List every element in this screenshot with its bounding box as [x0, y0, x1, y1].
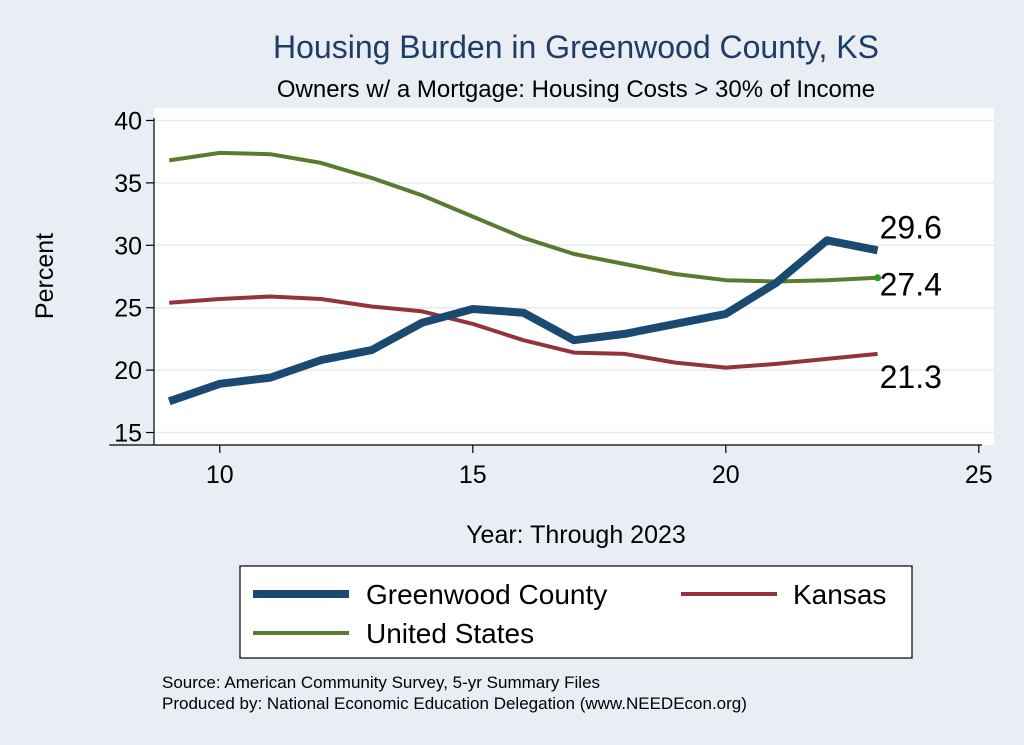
y-tick-label: 15	[114, 420, 142, 448]
legend-label-united-states: United States	[366, 618, 534, 649]
x-tick-label: 25	[965, 461, 993, 489]
producer-note: Produced by: National Economic Education…	[162, 694, 747, 713]
end-label-kansas: 21.3	[880, 359, 942, 395]
x-axis-title: Year: Through 2023	[466, 521, 686, 549]
end-label-united-states: 27.4	[880, 267, 942, 303]
series-line-united-states	[168, 150, 878, 284]
y-tick-label: 25	[114, 295, 142, 323]
x-tick-label: 20	[712, 461, 740, 489]
x-tick-label: 15	[459, 461, 487, 489]
series-line-greenwood-county	[167, 236, 879, 406]
chart-title: Housing Burden in Greenwood County, KS	[273, 29, 879, 65]
y-tick-label: 35	[114, 170, 142, 198]
y-tick-label: 30	[114, 232, 142, 260]
series-end-point-united-states	[874, 274, 882, 282]
chart-subtitle: Owners w/ a Mortgage: Housing Costs > 30…	[277, 76, 875, 103]
axes	[109, 118, 982, 453]
end-label-greenwood-county: 29.6	[880, 209, 942, 245]
source-note: Source: American Community Survey, 5-yr …	[162, 673, 600, 692]
legend-label-greenwood-county: Greenwood County	[366, 579, 607, 610]
end-labels: 29.6 27.4 21.3	[880, 209, 942, 395]
plot-area	[154, 108, 994, 445]
series-line-kansas	[169, 294, 878, 370]
x-tick-label: 10	[206, 461, 234, 489]
legend-label-kansas: Kansas	[793, 579, 886, 610]
y-tick-label: 40	[114, 107, 142, 135]
legend: Greenwood County Kansas United States	[253, 579, 886, 649]
tick-labels: 15 20 25 30 35 40 10 15 20 25	[114, 107, 993, 489]
data-series	[167, 150, 882, 406]
y-tick-label: 20	[114, 357, 142, 385]
y-axis-title: Percent	[31, 233, 59, 319]
legend-box	[239, 565, 913, 659]
